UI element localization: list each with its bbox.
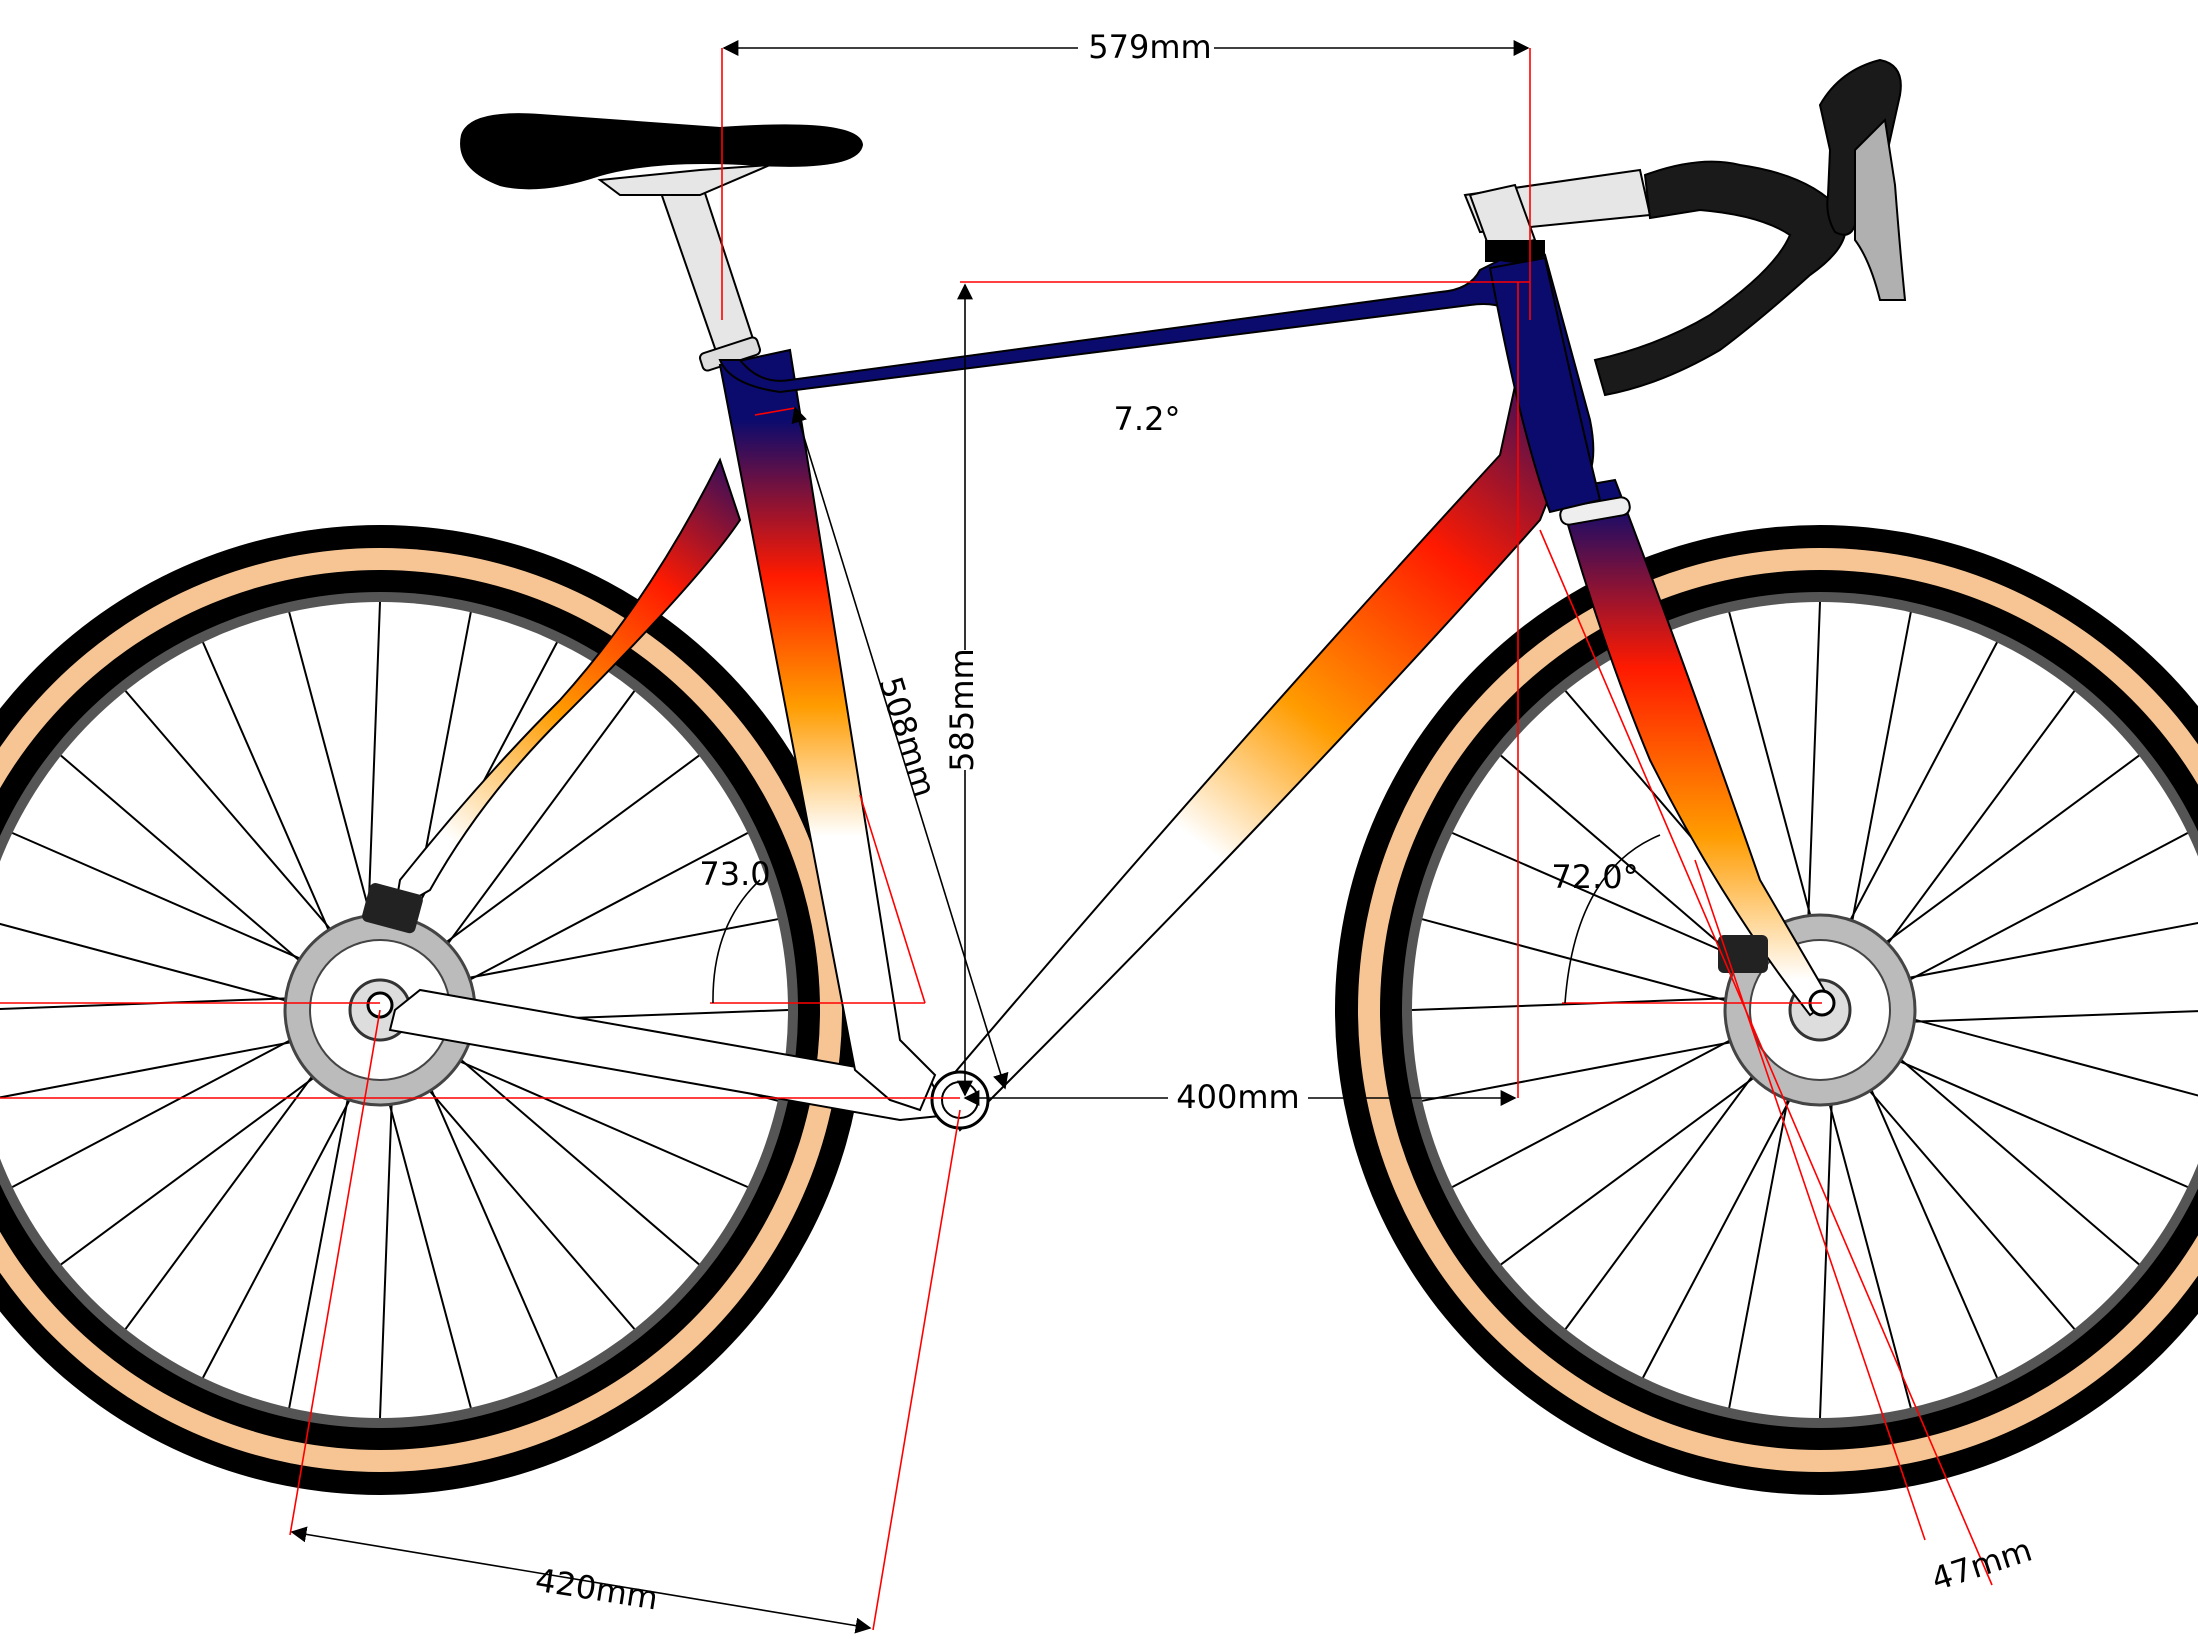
rear-spoke <box>202 1049 377 1379</box>
front-spoke <box>1500 1043 1800 1266</box>
front-spoke <box>1847 1037 1998 1379</box>
front-brake-caliper <box>1718 935 1768 973</box>
chainstay-bb-ext <box>872 1109 961 1631</box>
front-spoke <box>1853 921 2198 990</box>
top-tube-slope-label: 7.2° <box>1114 400 1181 438</box>
front-wheel <box>1335 525 2198 1495</box>
front-spoke <box>1857 1021 2140 1266</box>
front-spoke <box>1422 1030 1787 1102</box>
top-tube <box>718 253 1595 502</box>
rear-spoke <box>0 1030 347 1099</box>
rear-dropout <box>366 991 394 1019</box>
front-spoke <box>1859 1004 2198 1097</box>
steering-axis <box>1539 529 1993 1586</box>
rear-spoke <box>60 754 343 999</box>
chainstay-label: 420mm <box>533 1561 661 1618</box>
rear-spoke <box>417 1021 700 1266</box>
head-angle-arc <box>1564 834 1661 1004</box>
front-spoke <box>1421 918 1781 1016</box>
rear-spoke <box>413 918 778 990</box>
rear-brake-caliper <box>362 883 423 934</box>
rear-spoke <box>202 641 353 983</box>
front-spoke <box>1840 754 2140 977</box>
seatpost-assembly <box>460 113 864 372</box>
seat-tube-length-label: 508mm <box>871 672 943 801</box>
chainstay-rear-ext <box>289 1009 381 1536</box>
front-spoke <box>1805 601 1821 973</box>
rear-spoke <box>60 1043 360 1266</box>
reach-label-bg <box>1168 1078 1308 1118</box>
seatpost <box>658 176 757 359</box>
fork-offset-line <box>1694 859 1926 1541</box>
front-spoke <box>1819 1047 1835 1419</box>
head-angle-label: 72.0° <box>1551 858 1638 896</box>
front-spoke <box>1642 1049 1817 1379</box>
stack-label: 585mm <box>943 648 981 771</box>
rear-spoke <box>379 1047 395 1419</box>
reach-label: 400mm <box>1176 1078 1299 1116</box>
rear-spoke <box>407 1037 558 1379</box>
fork-offset-label: 47mm <box>1927 1531 2037 1599</box>
rear-spoke <box>0 922 341 1016</box>
front-spoke <box>1823 641 1998 971</box>
seat-angle-label: 73.0 <box>699 855 770 893</box>
stack-label-bg <box>945 650 983 770</box>
seat-tube-top-tick <box>754 407 796 416</box>
saddle <box>460 113 864 190</box>
chainstay-dim-line <box>290 1526 872 1634</box>
top-tube-label-bg <box>1078 28 1214 66</box>
seat-stay <box>393 457 742 912</box>
rear-spoke <box>400 754 700 977</box>
seat-tube-dim-line <box>791 406 1009 1090</box>
top-tube-length-label: 579mm <box>1088 28 1211 66</box>
brake-lever <box>1854 117 1907 301</box>
seat-angle-arc <box>712 879 761 1004</box>
seatpost-clamp <box>597 164 771 196</box>
handlebar-drop <box>1593 160 1847 397</box>
